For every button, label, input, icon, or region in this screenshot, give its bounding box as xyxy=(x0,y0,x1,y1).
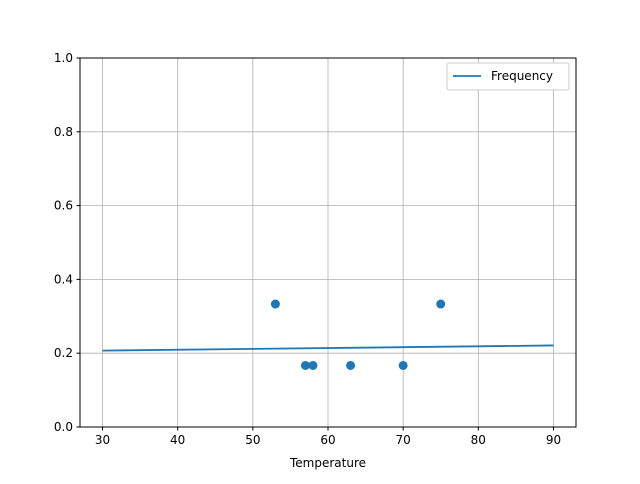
ticks: 30 40 50 60 70 80 90 0.0 0.2 0.4 0.6 0.8 1.0 xyxy=(54,51,561,447)
grid xyxy=(80,57,576,428)
scatter-point xyxy=(346,360,356,370)
x-tick-label: 90 xyxy=(546,433,561,447)
x-tick-label: 80 xyxy=(471,433,486,447)
y-tick-label: 0.4 xyxy=(54,272,73,286)
y-tick-label: 0.8 xyxy=(54,125,73,139)
y-tick-label: 0.0 xyxy=(54,420,73,434)
x-tick-label: 50 xyxy=(245,433,260,447)
x-tick-label: 40 xyxy=(170,433,185,447)
frequency-line xyxy=(102,344,554,352)
marks xyxy=(102,299,554,370)
legend-label: Frequency xyxy=(491,69,553,83)
y-tick-label: 0.6 xyxy=(54,199,73,213)
scatter-point xyxy=(308,360,318,370)
scatter-point xyxy=(398,360,408,370)
x-axis-label: Temperature xyxy=(289,456,366,470)
scatter-point xyxy=(300,360,310,370)
legend: Frequency xyxy=(446,62,570,91)
y-tick-label: 1.0 xyxy=(54,51,73,65)
scatter-point xyxy=(436,299,446,309)
x-tick-label: 60 xyxy=(320,433,335,447)
scatter-point xyxy=(270,299,280,309)
legend-box xyxy=(446,62,570,91)
y-tick-label: 0.2 xyxy=(54,346,73,360)
x-tick-label: 30 xyxy=(95,433,110,447)
x-tick-label: 70 xyxy=(396,433,411,447)
